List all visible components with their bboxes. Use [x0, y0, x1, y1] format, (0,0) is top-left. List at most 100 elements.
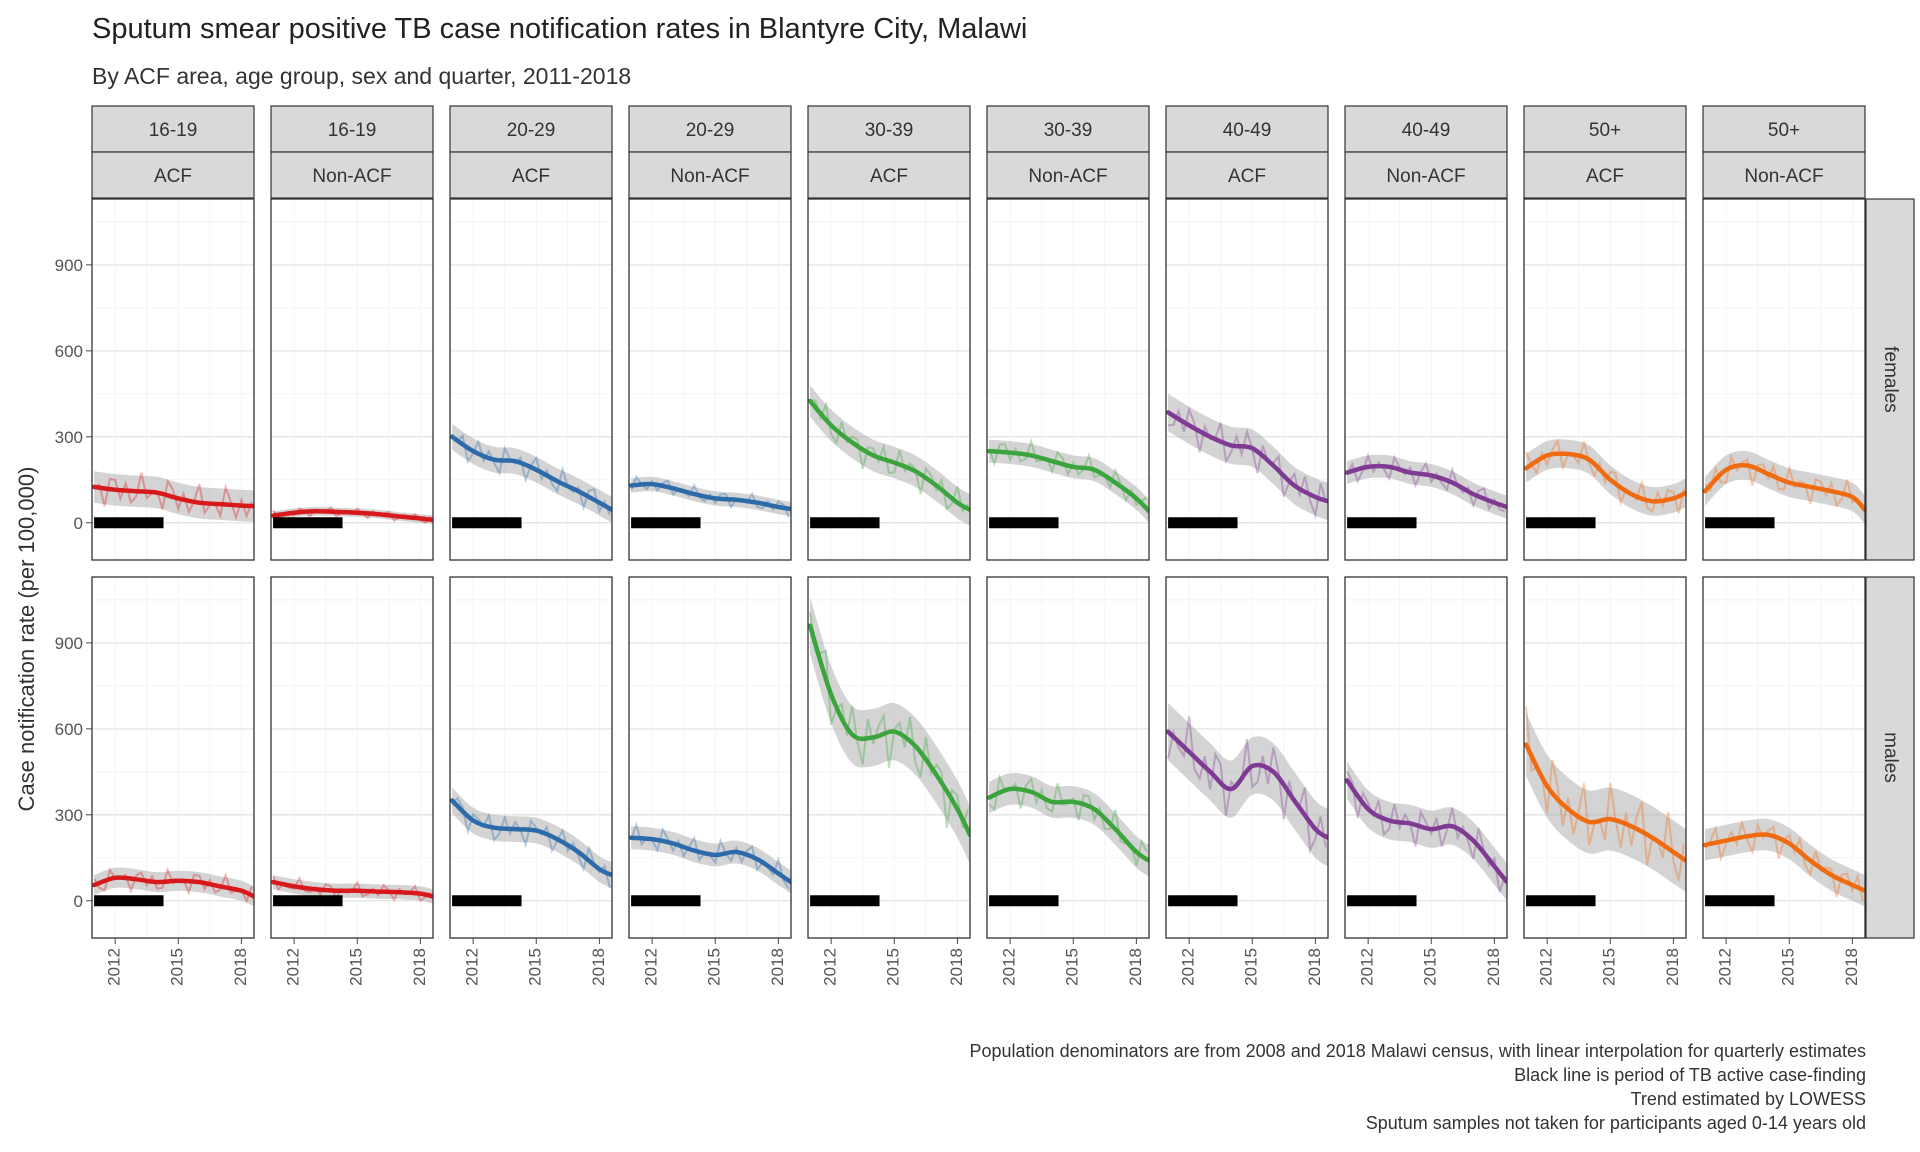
x-tick-label: 2012 [1179, 948, 1198, 986]
strip-area [628, 151, 792, 199]
panel-border [449, 198, 613, 561]
panel-plot [92, 866, 254, 907]
panel [1523, 198, 1687, 561]
panel-background [271, 199, 433, 560]
panel: 2012 2015 2018 [1344, 576, 1508, 986]
trend-line [808, 623, 970, 838]
panel-plot [1166, 393, 1328, 529]
panel-plot [1524, 706, 1686, 907]
strip-area [807, 151, 971, 199]
panel [986, 198, 1150, 561]
caption: Population denominators are from 2008 an… [970, 1041, 1867, 1133]
panel-border [1165, 576, 1329, 939]
x-tick-label: 2015 [884, 948, 903, 986]
strip-age-label: 40-49 [1223, 120, 1272, 141]
strip-age-label: 20-29 [507, 120, 556, 141]
strip-area [1165, 151, 1329, 199]
panel-border [628, 576, 792, 939]
panel-border [1344, 576, 1508, 939]
strip-age-label: 16-19 [149, 120, 198, 141]
panel-border [270, 576, 434, 939]
strip-area-label: Non-ACF [670, 166, 749, 187]
observed-line [1168, 406, 1327, 520]
x-tick-label: 2015 [1242, 948, 1261, 986]
strip-sex-label: males [1880, 732, 1901, 783]
confidence-band [1526, 713, 1686, 893]
x-tick-label: 2012 [463, 948, 482, 986]
x-tick-label: 2012 [1000, 948, 1019, 986]
panel [449, 198, 613, 561]
x-tick-label: 2012 [642, 948, 661, 986]
trend-line [92, 484, 254, 509]
chart-subtitle: By ACF area, age group, sex and quarter,… [92, 63, 631, 89]
observed-line [93, 472, 253, 521]
x-tick-label: 2018 [410, 948, 429, 986]
panel-plot [1703, 450, 1865, 529]
strip-age [986, 105, 1150, 153]
panel-border [1523, 576, 1687, 939]
x-tick-label: 2015 [1063, 948, 1082, 986]
panel-plot [1703, 818, 1865, 907]
x-tick-label: 2018 [1305, 948, 1324, 986]
strip-area-label: Non-ACF [1744, 166, 1823, 187]
strip-area-label: ACF [870, 166, 908, 187]
confidence-band [1705, 818, 1865, 907]
x-tick-label: 2012 [1716, 948, 1735, 986]
confidence-band [1347, 454, 1507, 519]
trend-line [450, 434, 612, 513]
strip-age-label: 16-19 [328, 120, 377, 141]
panel [1165, 198, 1329, 561]
panel-plot [1345, 452, 1507, 529]
observed-line [451, 796, 611, 889]
strip-area-label: ACF [1586, 166, 1624, 187]
strip-sex [1865, 198, 1915, 561]
panel-plot [987, 437, 1149, 529]
panel-border [1702, 576, 1866, 939]
x-tick-label: 2015 [705, 948, 724, 986]
trend-line [987, 786, 1149, 863]
panel-border [807, 576, 971, 939]
chart-title: Sputum smear positive TB case notificati… [92, 13, 1027, 45]
panel-grid [271, 577, 433, 938]
panel-grid [1345, 199, 1507, 560]
trend-line [450, 798, 612, 878]
strip-area [1523, 151, 1687, 199]
panel-plot [987, 773, 1149, 907]
strip-age [1702, 105, 1866, 153]
x-tick-label: 2012 [1537, 948, 1556, 986]
panel-border [270, 198, 434, 561]
strip-area [1702, 151, 1866, 199]
trend-line [808, 398, 970, 513]
strip-age-label: 30-39 [1044, 120, 1093, 141]
strip-age-label: 40-49 [1402, 120, 1451, 141]
strip-area-label: Non-ACF [312, 166, 391, 187]
panel: 2012 2015 2018 [1165, 576, 1329, 986]
panel [270, 198, 434, 561]
strip-area [91, 151, 255, 199]
panel-plot [271, 875, 433, 907]
trend-line [1524, 451, 1686, 504]
trend-line [1345, 463, 1507, 510]
strip-area-label: ACF [1228, 166, 1266, 187]
panel-grid [450, 577, 612, 938]
trend-line [1166, 729, 1328, 840]
trend-line [1524, 742, 1686, 863]
panel: 2012 2015 2018 [449, 576, 613, 986]
confidence-band [810, 385, 970, 526]
panel-plot [1166, 703, 1328, 907]
confidence-band [1168, 703, 1328, 867]
caption-line: Black line is period of TB active case-f… [1514, 1065, 1866, 1085]
panel: 2012 2015 2018 [270, 576, 434, 986]
observed-line [1525, 438, 1685, 514]
x-tick-label: 2015 [1600, 948, 1619, 986]
panel-background [987, 199, 1149, 560]
panel-plot [271, 505, 433, 529]
panel-border [91, 576, 255, 939]
strip-area-label: Non-ACF [1028, 166, 1107, 187]
panel [807, 198, 971, 561]
panel-plot [92, 471, 254, 529]
x-tick-label: 2012 [1358, 948, 1377, 986]
panels-layer: 16-19 ACF 16-19 Non-ACF 20-29 ACF 20-29 Non-ACF… [55, 105, 1915, 986]
y-tick-label: 0 [74, 514, 83, 533]
strip-sex-label: females [1880, 346, 1901, 413]
